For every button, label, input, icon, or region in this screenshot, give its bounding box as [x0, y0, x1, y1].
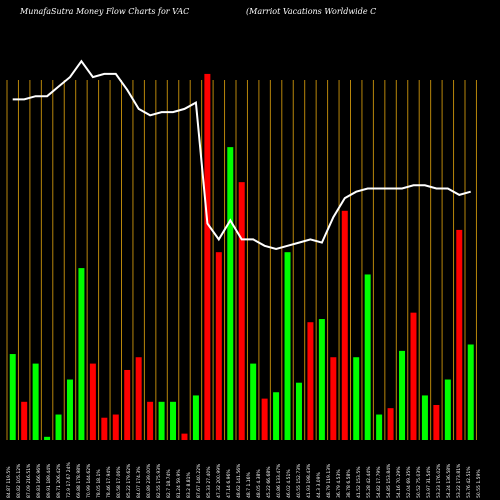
- money-flow-bar: [421, 395, 428, 440]
- x-axis-label: 85.22 179.62%: [126, 463, 132, 498]
- money-flow-bar: [273, 392, 280, 440]
- money-flow-bar: [147, 401, 154, 440]
- money-flow-bar: [387, 408, 394, 440]
- money-flow-bar: [364, 274, 371, 440]
- x-axis-label: 69.88 178.98%: [76, 463, 82, 498]
- x-axis-label: 38.78 6.58%: [346, 469, 352, 498]
- money-flow-bar: [66, 379, 73, 440]
- x-axis-label: 70.99 144.62%: [86, 463, 92, 498]
- x-axis-label: 48.05 4.38%: [256, 469, 262, 498]
- x-axis-label: 80.89 239.00%: [146, 463, 152, 498]
- money-flow-bar: [181, 433, 188, 440]
- x-axis-label: 46.02 4.51%: [286, 469, 292, 498]
- x-axis-label: 82.7 18.74%: [166, 469, 172, 498]
- money-flow-bar: [250, 363, 257, 440]
- x-axis-label: 84.87 119.5%: [6, 466, 12, 498]
- x-axis-label: 44.3 3.09%: [316, 472, 322, 498]
- money-flow-bar: [330, 357, 337, 440]
- money-flow-bar: [295, 382, 302, 440]
- x-axis-label: 54.85 153.84%: [386, 463, 392, 498]
- x-axis-label: 85.33 27.40%: [206, 466, 212, 498]
- money-flow-bar: [284, 252, 291, 440]
- x-axis-label: 89.83 166.96%: [36, 463, 42, 498]
- x-axis-label: 48.7 1.16%: [246, 472, 252, 498]
- money-flow-bar: [318, 319, 325, 440]
- x-axis-label: 54.24 136.58%: [446, 463, 452, 498]
- x-axis-label: 81.24 59.9%: [176, 469, 182, 498]
- money-flow-bar: [32, 363, 39, 440]
- x-axis-label: 41.52 153.5%: [356, 466, 362, 498]
- money-flow-bar: [101, 417, 108, 440]
- x-axis-label: 54.16 70.29%: [396, 466, 402, 498]
- x-axis-label: 47.14 6.96%: [226, 469, 232, 498]
- x-axis-label: 47.32 200.99%: [216, 463, 222, 498]
- money-flow-bar: [192, 395, 199, 440]
- x-axis-label: 89.71 206.42%: [56, 463, 62, 498]
- money-flow-bar: [307, 322, 314, 440]
- money-flow-bar: [444, 379, 451, 440]
- money-flow-bar: [21, 401, 28, 440]
- money-flow-bar: [353, 357, 360, 440]
- x-axis-label: 87.09 216.51%: [26, 463, 32, 498]
- money-flow-bar: [44, 436, 51, 440]
- x-axis-label: 87.67 140.22%: [196, 463, 202, 498]
- money-flow-bar: [456, 229, 463, 440]
- x-axis-label: 52.04 69.35%: [406, 466, 412, 498]
- x-axis-label: 40.86 133.47%: [276, 463, 282, 498]
- x-axis-label: 48.62 141.56%: [236, 463, 242, 498]
- money-flow-bar: [55, 414, 62, 440]
- money-flow-bar: [112, 414, 119, 440]
- x-axis-label: 78.05 18.1%: [96, 469, 102, 498]
- x-axis-label: 40.55 152.73%: [296, 463, 302, 498]
- x-axis-label: 83.2 8.81%: [186, 472, 192, 498]
- x-axis-label: 53.76 42.51%: [466, 466, 472, 498]
- money-flow-bar: [467, 344, 474, 440]
- x-axis-labels: 84.87 119.5% 80.82 105.12% 87.09 216.51% 89…: [6, 462, 482, 498]
- money-flow-bar: [227, 147, 234, 440]
- x-axis-label: 45.22 66.68%: [266, 466, 272, 498]
- x-axis-label: 80.58 17.06%: [116, 466, 122, 498]
- chart-title: MunafaSutra Money Flow Charts for VAC: [20, 7, 190, 16]
- money-flow-bars: [9, 73, 474, 441]
- x-axis-label: 53.23 176.02%: [436, 463, 442, 498]
- money-flow-bar: [376, 414, 383, 440]
- x-axis-label: 54.82 17.79%: [376, 466, 382, 498]
- x-axis-label: 89.91 189.44%: [46, 463, 52, 498]
- money-flow-bar: [170, 401, 177, 440]
- x-axis-label: 53.97 31.54%: [426, 466, 432, 498]
- money-flow-bar: [261, 398, 268, 440]
- x-axis-label: 78.46 17.94%: [106, 466, 112, 498]
- money-flow-bar: [135, 357, 142, 440]
- money-flow-bar: [158, 401, 165, 440]
- x-axis-label: 48.79 119.13%: [326, 463, 332, 498]
- x-axis-label: 80.82 105.12%: [16, 463, 22, 498]
- money-flow-bar: [204, 73, 211, 441]
- x-axis-label: 50.55 1.59%: [476, 469, 482, 498]
- money-flow-bar: [9, 354, 16, 440]
- price-line: [12, 59, 471, 251]
- x-axis-label: 82.55 175.93%: [156, 463, 162, 498]
- x-axis-label: 53.22 173.81%: [456, 463, 462, 498]
- money-flow-bar: [433, 404, 440, 440]
- money-flow-bar: [341, 210, 348, 440]
- money-flow-bar: [89, 363, 96, 440]
- x-axis-label: 36.79 4.53%: [336, 469, 342, 498]
- money-flow-bar: [78, 268, 85, 440]
- money-flow-bar: [238, 182, 245, 440]
- money-flow-bar: [215, 252, 222, 440]
- money-flow-bar: [124, 369, 131, 440]
- chart-subtitle: (Marriot Vacations Worldwide C: [246, 7, 377, 16]
- money-flow-bar: [399, 350, 406, 440]
- money-flow-bar: [410, 312, 417, 440]
- x-axis-label: 72.9 17.67 24%: [66, 462, 72, 498]
- x-axis-label: 41.93 198.43%: [306, 463, 312, 498]
- grid-lines: [6, 80, 477, 440]
- x-axis-label: 84.07 174.3%: [136, 466, 142, 498]
- x-axis-label: 50.52 75.03%: [416, 466, 422, 498]
- x-axis-label: 55.28 42.44%: [366, 466, 372, 498]
